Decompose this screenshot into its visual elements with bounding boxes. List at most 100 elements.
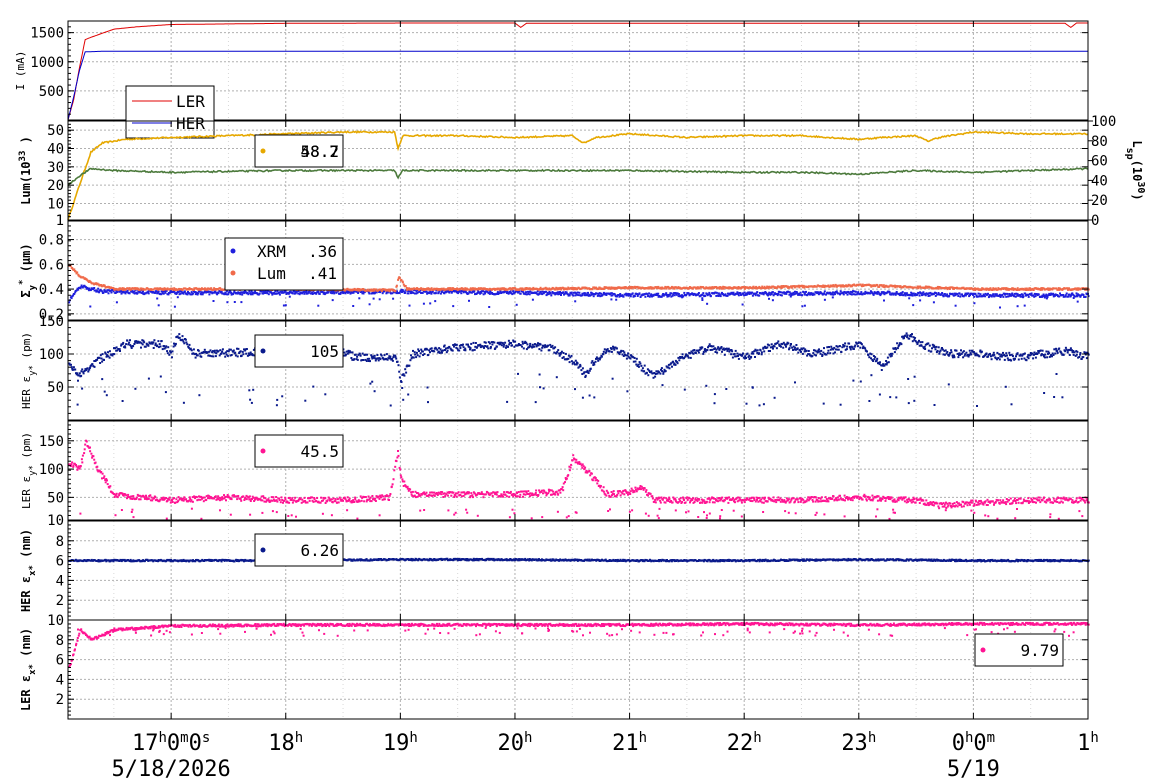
data-point	[392, 356, 395, 359]
data-point	[92, 287, 95, 290]
data-point	[644, 295, 647, 298]
data-point	[892, 284, 895, 287]
data-point	[359, 291, 362, 293]
data-point	[702, 351, 705, 353]
data-point	[189, 500, 192, 503]
data-point	[83, 448, 86, 451]
data-point	[518, 344, 521, 346]
data-point	[832, 352, 835, 355]
y-tick-label: 0.2	[39, 307, 64, 323]
data-point	[817, 284, 820, 287]
data-point-outlier	[103, 390, 106, 393]
data-point	[460, 292, 463, 295]
data-point	[137, 494, 140, 497]
data-point	[389, 357, 391, 360]
data-point	[94, 289, 97, 292]
data-point	[160, 290, 163, 293]
data-point	[904, 292, 906, 295]
data-point	[976, 295, 979, 298]
data-point	[1045, 293, 1048, 296]
data-point	[648, 295, 651, 298]
data-point	[283, 289, 286, 292]
data-point	[639, 296, 642, 298]
data-point	[477, 288, 479, 291]
data-point	[412, 349, 414, 352]
data-point	[924, 294, 927, 297]
data-point-outlier	[312, 385, 315, 388]
data-point	[182, 340, 185, 343]
data-point	[347, 349, 350, 352]
data-point	[99, 354, 102, 357]
data-point	[503, 343, 505, 346]
data-point	[260, 290, 263, 293]
data-point	[1016, 293, 1019, 296]
y-tick-label: 0.8	[39, 233, 64, 249]
data-point	[521, 340, 524, 343]
data-point	[669, 363, 672, 366]
data-point	[648, 369, 651, 372]
data-point	[488, 292, 491, 295]
data-point-outlier	[611, 377, 614, 380]
data-point	[358, 289, 361, 292]
data-point	[613, 348, 616, 351]
data-point-outlier	[275, 404, 278, 407]
data-point	[119, 287, 121, 290]
series-line-ler	[67, 22, 1088, 121]
data-point	[758, 294, 761, 297]
data-point	[638, 361, 641, 364]
data-point	[916, 285, 919, 288]
data-point	[598, 358, 601, 361]
data-point	[229, 354, 232, 357]
data-point	[96, 282, 99, 285]
data-point	[123, 345, 126, 348]
data-point	[852, 348, 855, 350]
data-point	[560, 350, 563, 353]
data-point	[249, 292, 252, 295]
data-point	[177, 336, 180, 339]
data-point	[448, 345, 451, 348]
data-point	[230, 498, 233, 501]
data-point	[323, 291, 326, 294]
data-point	[709, 349, 712, 351]
data-point	[625, 292, 628, 295]
data-point	[179, 290, 181, 293]
data-point	[248, 498, 251, 501]
data-point	[1084, 288, 1087, 291]
data-point	[775, 347, 778, 350]
data-point	[464, 289, 467, 292]
data-point	[580, 294, 583, 297]
data-point	[1022, 353, 1025, 356]
data-point	[841, 285, 844, 288]
data-point	[163, 290, 166, 293]
data-point	[279, 501, 282, 504]
data-point	[400, 381, 403, 383]
data-point	[1046, 296, 1049, 298]
data-point	[441, 351, 443, 354]
data-point	[468, 346, 471, 349]
data-point	[109, 289, 112, 292]
data-point	[1054, 352, 1057, 355]
data-point	[111, 289, 113, 292]
data-point	[459, 347, 462, 349]
legend-value: 58.2	[300, 142, 339, 161]
data-point	[291, 292, 294, 295]
data-point	[572, 288, 575, 291]
data-point	[857, 291, 860, 294]
data-point	[898, 343, 901, 346]
data-point	[221, 496, 224, 499]
data-point	[514, 340, 517, 343]
data-point	[894, 284, 896, 287]
data-point	[395, 284, 398, 287]
data-point	[598, 294, 601, 297]
data-point	[911, 294, 914, 297]
data-point-outlier	[250, 401, 253, 404]
data-point	[225, 495, 228, 498]
data-point	[847, 283, 850, 286]
data-point	[748, 358, 751, 360]
data-point	[190, 293, 193, 296]
data-point	[491, 343, 494, 346]
data-point	[400, 278, 403, 281]
data-point	[653, 372, 656, 374]
data-point	[759, 349, 762, 352]
data-point	[639, 362, 642, 365]
